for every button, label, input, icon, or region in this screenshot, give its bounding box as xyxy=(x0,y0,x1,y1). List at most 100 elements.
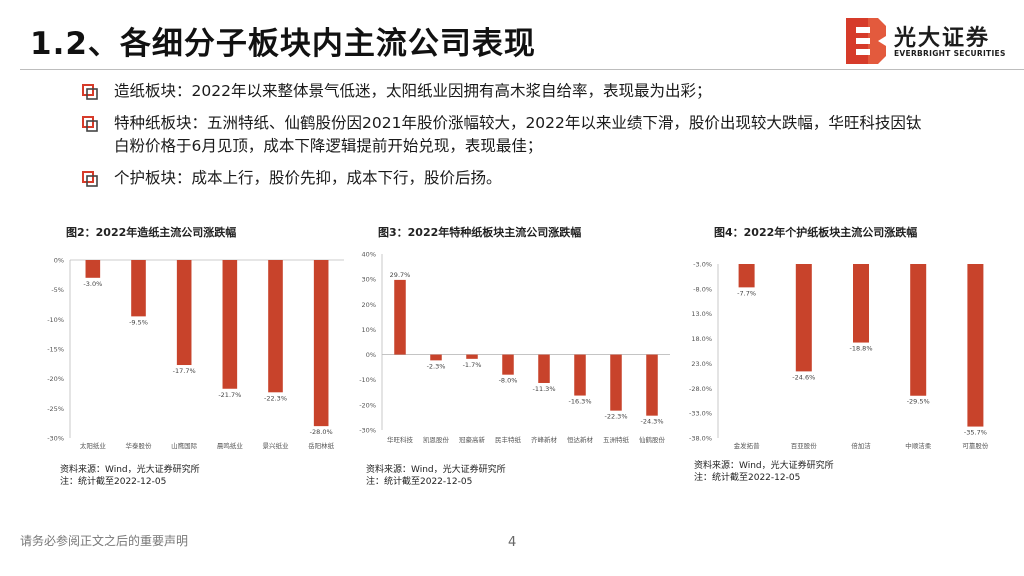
bar xyxy=(646,354,658,416)
data-label: -1.7% xyxy=(463,361,482,369)
bullet-square-icon xyxy=(82,116,98,132)
page-title: 1.2、各细分子板块内主流公司表现 xyxy=(30,26,536,62)
title-divider xyxy=(20,69,1024,70)
chart-paper-sector-svg: 图2：2022年造纸主流公司涨跌幅 0% -5% -10% -15% -20% -25% -3… xyxy=(47,225,344,450)
category-label: 冠豪高新 xyxy=(459,435,486,444)
y-tick-label: 10% xyxy=(362,326,376,334)
bar xyxy=(967,264,984,427)
data-label: -21.7% xyxy=(218,391,241,399)
data-label: -29.5% xyxy=(907,398,930,406)
category-label: 仙鹤股份 xyxy=(639,435,666,444)
bar xyxy=(222,260,238,389)
y-tick-label: -30% xyxy=(359,427,376,435)
bullet-item-personal-care: 个护板块：成本上行，股价先抑，成本下行，股价后扬。 xyxy=(82,167,922,190)
data-label: -18.8% xyxy=(850,345,873,353)
category-label: 中顺洁柔 xyxy=(905,441,932,450)
bar xyxy=(610,354,622,411)
bar xyxy=(394,279,406,355)
bar xyxy=(176,260,192,366)
bullet-item-paper: 造纸板块：2022年以来整体景气低迷，太阳纸业因拥有高木浆自给率，表现最为出彩； xyxy=(82,80,922,103)
data-label: -3.0% xyxy=(83,280,102,288)
category-label: 华泰股份 xyxy=(126,441,153,450)
data-label: -11.3% xyxy=(533,385,556,393)
bar xyxy=(131,260,146,317)
category-label: 岳阳林纸 xyxy=(308,441,335,450)
category-label: 民丰特纸 xyxy=(495,435,522,444)
category-label: 凯恩股份 xyxy=(423,435,450,444)
data-label: -8.0% xyxy=(499,377,518,385)
category-label: 五洲特纸 xyxy=(603,435,630,444)
category-label: 金发拓普 xyxy=(734,441,761,450)
bullet-text: 造纸板块：2022年以来整体景气低迷，太阳纸业因拥有高木浆自给率，表现最为出彩； xyxy=(114,82,712,100)
chart-care-source: 资料来源：Wind，光大证券研究所 xyxy=(694,461,834,471)
y-tick-label: 0% xyxy=(54,257,64,265)
data-label: 29.7% xyxy=(390,271,411,279)
chart-paper-note: 注：统计截至2022-12-05 xyxy=(60,477,167,487)
y-tick-label: -5% xyxy=(51,286,64,294)
y-tick-label: 23.0% xyxy=(691,360,712,368)
y-tick-label: -10% xyxy=(359,376,376,384)
brand-logo: 光大证券 EVERBRIGHT SECURITIES xyxy=(846,18,1016,66)
y-tick-label: -20% xyxy=(359,401,376,409)
everbright-logo-icon xyxy=(846,18,886,64)
bar xyxy=(795,264,812,372)
bar xyxy=(910,264,927,396)
category-label: 齐峰新材 xyxy=(531,435,558,444)
y-tick-label: -25% xyxy=(47,405,64,413)
y-tick-label: 0% xyxy=(366,351,376,359)
data-label: -7.7% xyxy=(737,289,756,297)
bar xyxy=(538,354,550,383)
y-tick-label: 13.0% xyxy=(691,310,712,318)
bullet-item-specialty-paper: 特种纸板块：五洲特纸、仙鹤股份因2021年股价涨幅较大，2022年以来业绩下滑，… xyxy=(82,112,922,158)
bullet-text: 个护板块：成本上行，股价先抑，成本下行，股价后扬。 xyxy=(114,169,502,187)
chart-personal-care-svg: 图4：2022年个护纸板块主流公司涨跌幅 -3.0% -8.0% 13.0% 18.0%… xyxy=(689,225,989,450)
y-tick-label: 20% xyxy=(362,301,376,309)
category-label: 晨鸣纸业 xyxy=(217,441,244,450)
chart-paper-sector: 图2：2022年造纸主流公司涨跌幅 0% -5% -10% -15% -20% -25% -3… xyxy=(30,222,350,462)
y-tick-label: 18.0% xyxy=(691,335,712,343)
y-tick-label: -3.0% xyxy=(693,261,712,269)
chart-title: 图3：2022年特种纸板块主流公司涨跌幅 xyxy=(378,225,581,239)
y-tick-label: -15% xyxy=(47,346,64,354)
data-label: -28.0% xyxy=(310,428,333,436)
category-label: 景兴纸业 xyxy=(263,441,290,450)
y-tick-label: -20% xyxy=(47,375,64,383)
bar xyxy=(466,354,478,359)
y-tick-label: -33.0% xyxy=(689,410,712,418)
y-tick-label: 40% xyxy=(362,251,376,259)
y-tick-label: -10% xyxy=(47,316,64,324)
bar xyxy=(430,354,442,361)
chart-personal-care: 图4：2022年个护纸板块主流公司涨跌幅 -3.0% -8.0% 13.0% 18.0%… xyxy=(689,222,1010,462)
bar xyxy=(574,354,586,396)
logo-english-name: EVERBRIGHT SECURITIES xyxy=(894,49,1006,58)
chart-title: 图2：2022年造纸主流公司涨跌幅 xyxy=(66,225,236,239)
data-label: -35.7% xyxy=(964,429,987,437)
chart-specialty-source: 资料来源：Wind，光大证券研究所 xyxy=(366,465,506,475)
category-label: 太阳纸业 xyxy=(80,441,107,450)
bullet-square-icon xyxy=(82,171,98,187)
data-label: -24.6% xyxy=(792,373,815,381)
page-number: 4 xyxy=(508,535,517,550)
y-tick-label: 30% xyxy=(362,276,376,284)
category-label: 百亚股份 xyxy=(791,441,818,450)
logo-chinese-name: 光大证券 xyxy=(894,26,991,51)
data-label: -24.3% xyxy=(641,418,664,426)
y-tick-label: -38.0% xyxy=(689,435,712,443)
footer-disclaimer: 请务必参阅正文之后的重要声明 xyxy=(20,534,189,548)
chart-specialty-note: 注：统计截至2022-12-05 xyxy=(366,477,473,487)
bar xyxy=(313,260,329,427)
bullet-text: 特种纸板块：五洲特纸、仙鹤股份因2021年股价涨幅较大，2022年以来业绩下滑，… xyxy=(114,114,922,155)
chart-paper-source: 资料来源：Wind，光大证券研究所 xyxy=(60,465,200,475)
category-label: 恒达新材 xyxy=(567,435,594,444)
data-label: -17.7% xyxy=(173,367,196,375)
bullet-list: 造纸板块：2022年以来整体景气低迷，太阳纸业因拥有高木浆自给率，表现最为出彩；… xyxy=(82,80,922,199)
y-tick-label: -8.0% xyxy=(693,285,712,293)
bar xyxy=(738,264,755,288)
data-label: -9.5% xyxy=(129,318,148,326)
chart-title: 图4：2022年个护纸板块主流公司涨跌幅 xyxy=(714,225,917,239)
category-label: 华旺科技 xyxy=(387,435,414,444)
bar xyxy=(268,260,283,393)
data-label: -22.3% xyxy=(605,413,628,421)
chart-care-note: 注：统计截至2022-12-05 xyxy=(694,473,801,483)
bar xyxy=(502,354,514,375)
